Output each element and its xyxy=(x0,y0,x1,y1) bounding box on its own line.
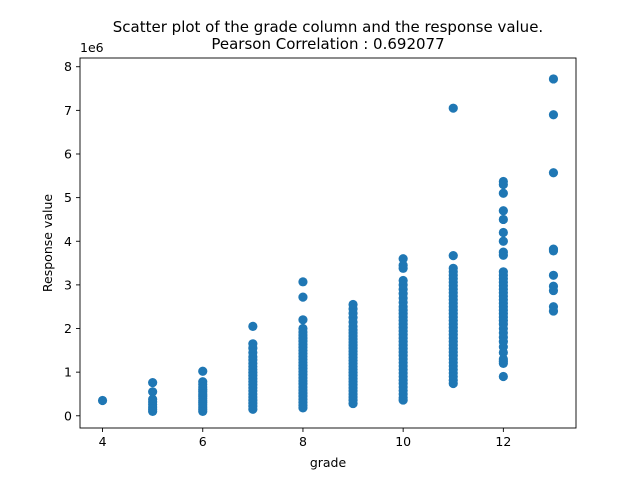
data-point xyxy=(448,103,458,113)
y-tick-label: 7 xyxy=(64,103,72,118)
y-tick-label: 1 xyxy=(64,365,72,380)
x-tick-label: 12 xyxy=(495,434,511,449)
data-point xyxy=(548,110,559,120)
data-point xyxy=(548,285,559,296)
y-tick-label: 2 xyxy=(64,321,72,336)
data-point xyxy=(498,358,508,369)
plot-frame xyxy=(79,57,577,429)
chart-title-line-2: Pearson Correlation : 0.692077 xyxy=(211,35,444,53)
data-point xyxy=(398,254,408,264)
y-tick-label: 5 xyxy=(64,190,72,205)
chart-title-line-1: Scatter plot of the grade column and the… xyxy=(113,18,543,36)
data-point xyxy=(248,321,258,331)
x-tick-label: 6 xyxy=(199,434,207,449)
data-point xyxy=(548,306,559,316)
data-point xyxy=(398,263,408,273)
y-tick-label: 6 xyxy=(64,146,72,161)
x-tick-label: 4 xyxy=(99,434,107,449)
data-point xyxy=(298,277,308,287)
data-point xyxy=(498,227,508,238)
data-point xyxy=(298,315,308,325)
x-tick-label: 10 xyxy=(395,434,411,449)
data-points xyxy=(97,74,559,417)
data-point xyxy=(498,214,508,225)
data-point xyxy=(198,366,208,376)
data-point xyxy=(498,371,508,382)
data-point xyxy=(548,74,559,84)
data-point xyxy=(548,270,559,280)
y-tick-label: 4 xyxy=(64,234,72,249)
y-axis-title: Response value xyxy=(40,194,55,292)
data-point xyxy=(498,347,508,358)
data-point xyxy=(198,406,208,417)
data-point xyxy=(498,236,508,246)
x-tick-label: 8 xyxy=(299,434,307,449)
data-point xyxy=(548,246,559,256)
data-point xyxy=(298,292,308,302)
data-point xyxy=(298,403,308,413)
data-point xyxy=(498,206,508,216)
y-axis-offset-text: 1e6 xyxy=(80,40,104,55)
data-point xyxy=(97,395,108,406)
y-tick-label: 8 xyxy=(64,59,72,74)
y-tick-label: 0 xyxy=(64,408,72,423)
y-tick-label: 3 xyxy=(64,277,72,292)
data-point xyxy=(348,398,358,409)
chart-title: Scatter plot of the grade column and the… xyxy=(113,18,543,53)
data-point xyxy=(498,188,508,198)
data-point xyxy=(498,179,508,190)
data-point xyxy=(148,378,158,388)
data-point xyxy=(448,251,458,261)
data-point xyxy=(398,395,408,405)
x-axis-title: grade xyxy=(310,455,347,470)
data-point xyxy=(148,387,158,397)
data-point xyxy=(448,378,458,389)
data-point xyxy=(248,404,258,414)
data-point xyxy=(148,406,158,417)
data-point xyxy=(498,250,508,260)
y-axis-ticks: 0 1 2 3 4 5 6 7 8 xyxy=(64,59,80,423)
data-point xyxy=(548,168,559,178)
x-axis-ticks: 4 6 8 10 12 xyxy=(99,428,511,449)
